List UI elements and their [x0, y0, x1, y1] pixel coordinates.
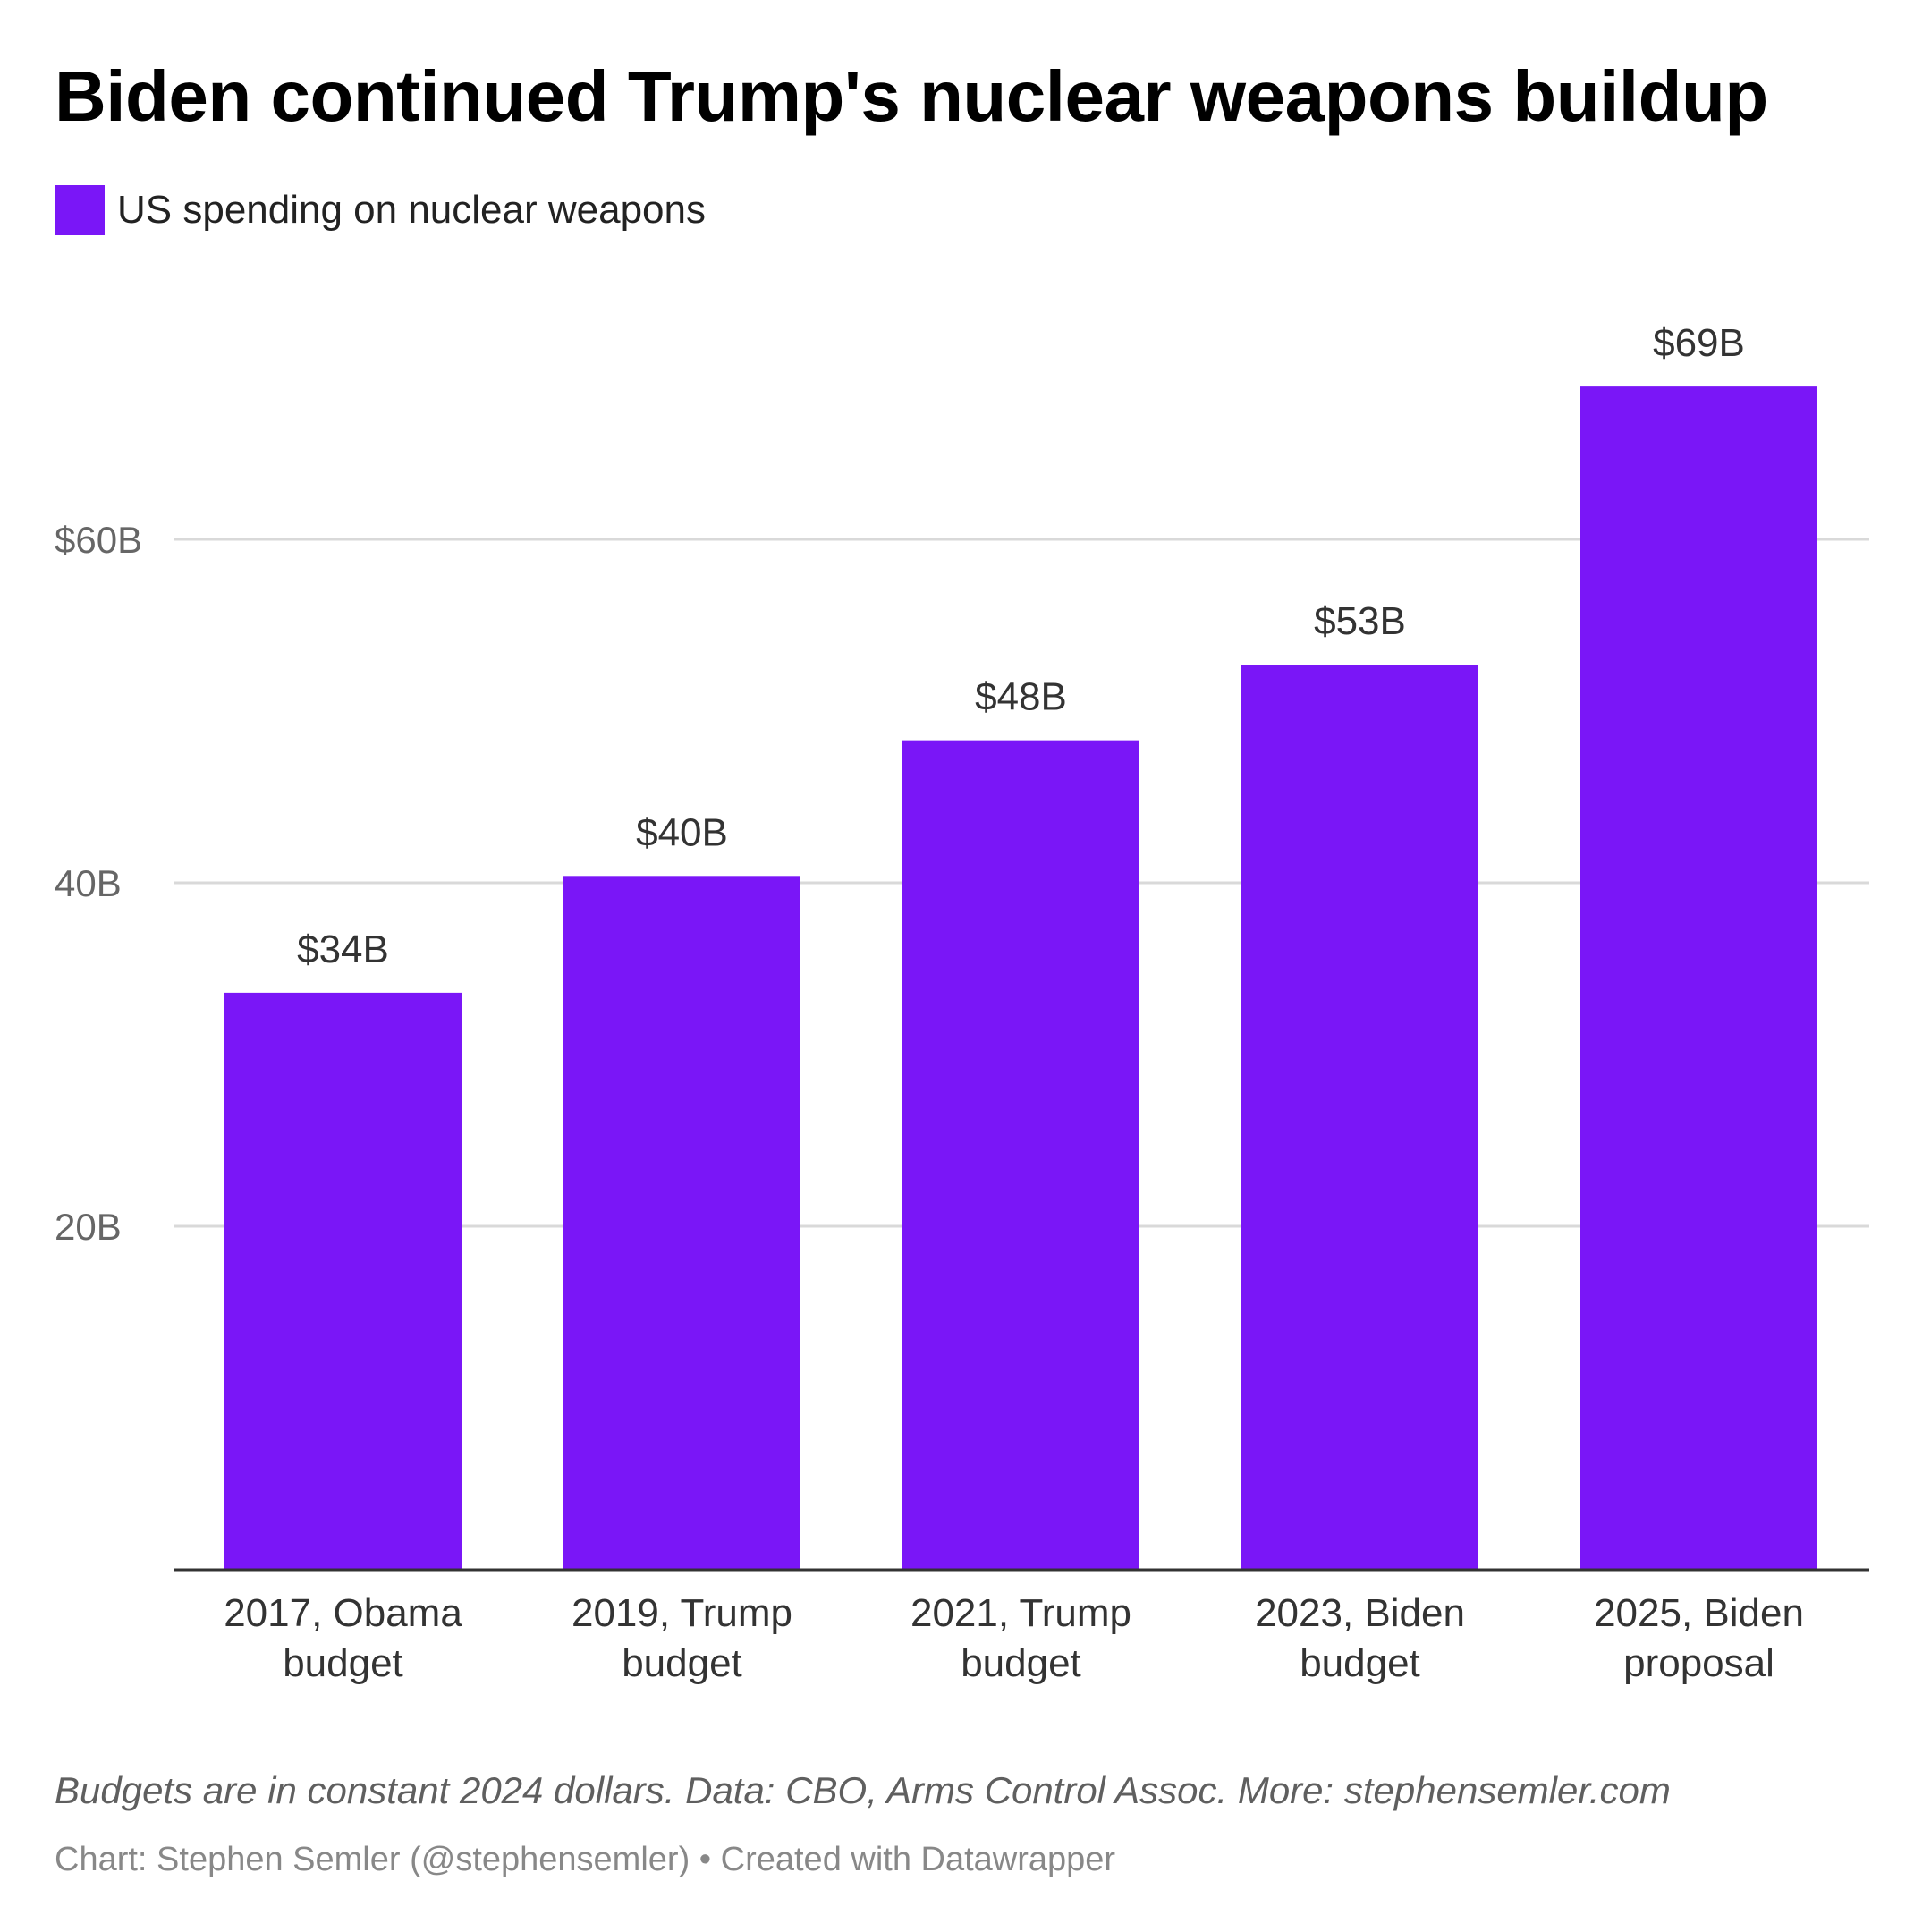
bar: [224, 992, 462, 1570]
y-tick-label: 20B: [55, 1206, 122, 1248]
legend: US spending on nuclear weapons: [55, 184, 706, 236]
bar: [1241, 665, 1478, 1570]
category-label: 2017, Obama: [224, 1591, 462, 1635]
category-label: 2025, Biden: [1594, 1591, 1804, 1635]
category-label: proposal: [1623, 1641, 1774, 1685]
chart-note: Budgets are in constant 2024 dollars. Da…: [55, 1769, 1671, 1811]
chart-credit: Chart: Stephen Semler (@stephensemler) •…: [55, 1841, 1116, 1878]
category-label: 2019, Trump: [572, 1591, 792, 1635]
bar: [902, 740, 1139, 1570]
category-label: budget: [283, 1641, 403, 1685]
legend-swatch: [55, 185, 105, 235]
bar-value-label: $34B: [297, 928, 389, 971]
y-tick-label: $60B: [55, 519, 142, 561]
bar: [563, 876, 800, 1570]
bar: [1580, 386, 1817, 1570]
category-label: budget: [622, 1641, 742, 1685]
y-tick-label: 40B: [55, 862, 122, 904]
category-label: 2021, Trump: [910, 1591, 1131, 1635]
category-label: 2023, Biden: [1255, 1591, 1465, 1635]
bar-value-label: $40B: [636, 810, 728, 854]
bar-value-label: $48B: [975, 675, 1067, 719]
chart-title: Biden continued Trump's nuclear weapons …: [55, 56, 1768, 136]
category-label: budget: [1300, 1641, 1420, 1685]
legend-label: US spending on nuclear weapons: [117, 188, 707, 232]
category-label: budget: [961, 1641, 1081, 1685]
bar-value-label: $69B: [1653, 321, 1745, 365]
bar-value-label: $53B: [1314, 599, 1406, 643]
